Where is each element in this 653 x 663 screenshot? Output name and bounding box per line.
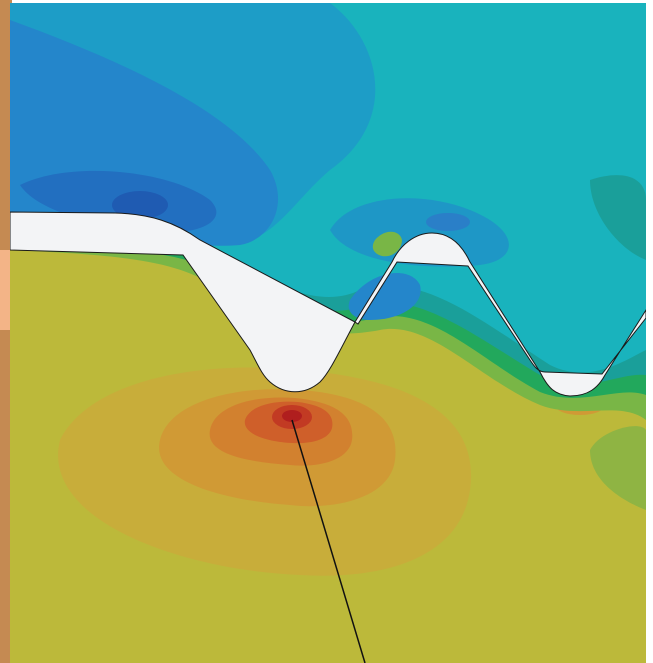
- background-strip: [0, 250, 12, 330]
- field-band: [372, 231, 402, 257]
- background-strip: [0, 0, 12, 663]
- field-band: [590, 426, 646, 510]
- gear-profile: [10, 211, 356, 393]
- gear-profile: [354, 232, 646, 397]
- field-band: [112, 191, 168, 219]
- probe-line: [291, 419, 366, 663]
- field: [10, 3, 646, 663]
- field-band: [426, 213, 470, 231]
- field-band: [282, 410, 302, 422]
- field-band: [590, 175, 646, 260]
